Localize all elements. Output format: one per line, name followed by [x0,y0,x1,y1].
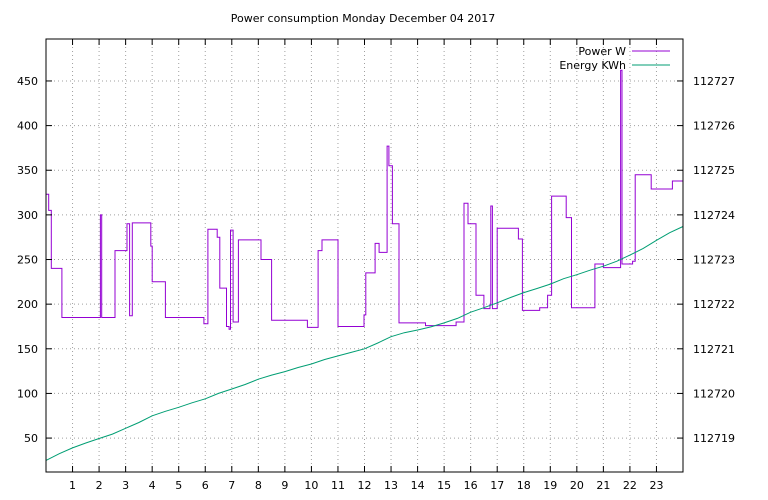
y-right-tick-label: 112723 [693,254,735,267]
ticks: 1 2 3 4 5 6 7 8 9 10 11 12 13 14 15 16 17 18 19 20 21 22 23501… [17,39,735,492]
x-tick-label: 7 [228,479,235,492]
y-right-tick-label: 112725 [693,164,735,177]
x-tick-label: 15 [437,479,451,492]
y-right-tick-label: 112720 [693,387,735,400]
x-tick-label: 5 [175,479,182,492]
legend-label: Power W [578,45,626,58]
y-left-tick-label: 350 [17,164,38,177]
x-tick-label: 10 [304,479,318,492]
y-right-tick-label: 112721 [693,343,735,356]
x-tick-label: 18 [517,479,531,492]
y-left-tick-label: 200 [17,298,38,311]
x-tick-label: 8 [255,479,262,492]
x-tick-label: 19 [543,479,557,492]
x-tick-label: 20 [570,479,584,492]
y-left-tick-label: 50 [24,432,38,445]
x-tick-label: 14 [411,479,425,492]
y-left-tick-label: 100 [17,387,38,400]
y-left-tick-label: 300 [17,209,38,222]
legend-label: Energy KWh [559,59,626,72]
y-left-tick-label: 250 [17,254,38,267]
x-tick-label: 21 [596,479,610,492]
y-right-tick-label: 112724 [693,209,735,222]
series-layer [45,69,684,461]
x-tick-label: 2 [96,479,103,492]
series-line-power [46,69,684,330]
y-left-tick-label: 150 [17,343,38,356]
x-tick-label: 9 [281,479,288,492]
x-tick-label: 23 [649,479,663,492]
x-tick-label: 3 [122,479,129,492]
series-line-energy [45,226,684,461]
x-tick-label: 16 [464,479,478,492]
x-tick-label: 13 [384,479,398,492]
x-tick-label: 1 [69,479,76,492]
y-right-tick-label: 112722 [693,298,735,311]
y-left-tick-label: 450 [17,75,38,88]
x-tick-label: 11 [331,479,345,492]
x-tick-label: 17 [490,479,504,492]
x-tick-label: 6 [202,479,209,492]
x-tick-label: 12 [358,479,372,492]
chart-title: Power consumption Monday December 04 201… [231,12,495,25]
grid [46,39,683,472]
y-right-tick-label: 112727 [693,75,735,88]
y-right-tick-label: 112719 [693,432,735,445]
x-tick-label: 4 [149,479,156,492]
y-right-tick-label: 112726 [693,120,735,133]
x-tick-label: 22 [623,479,637,492]
y-left-tick-label: 400 [17,120,38,133]
